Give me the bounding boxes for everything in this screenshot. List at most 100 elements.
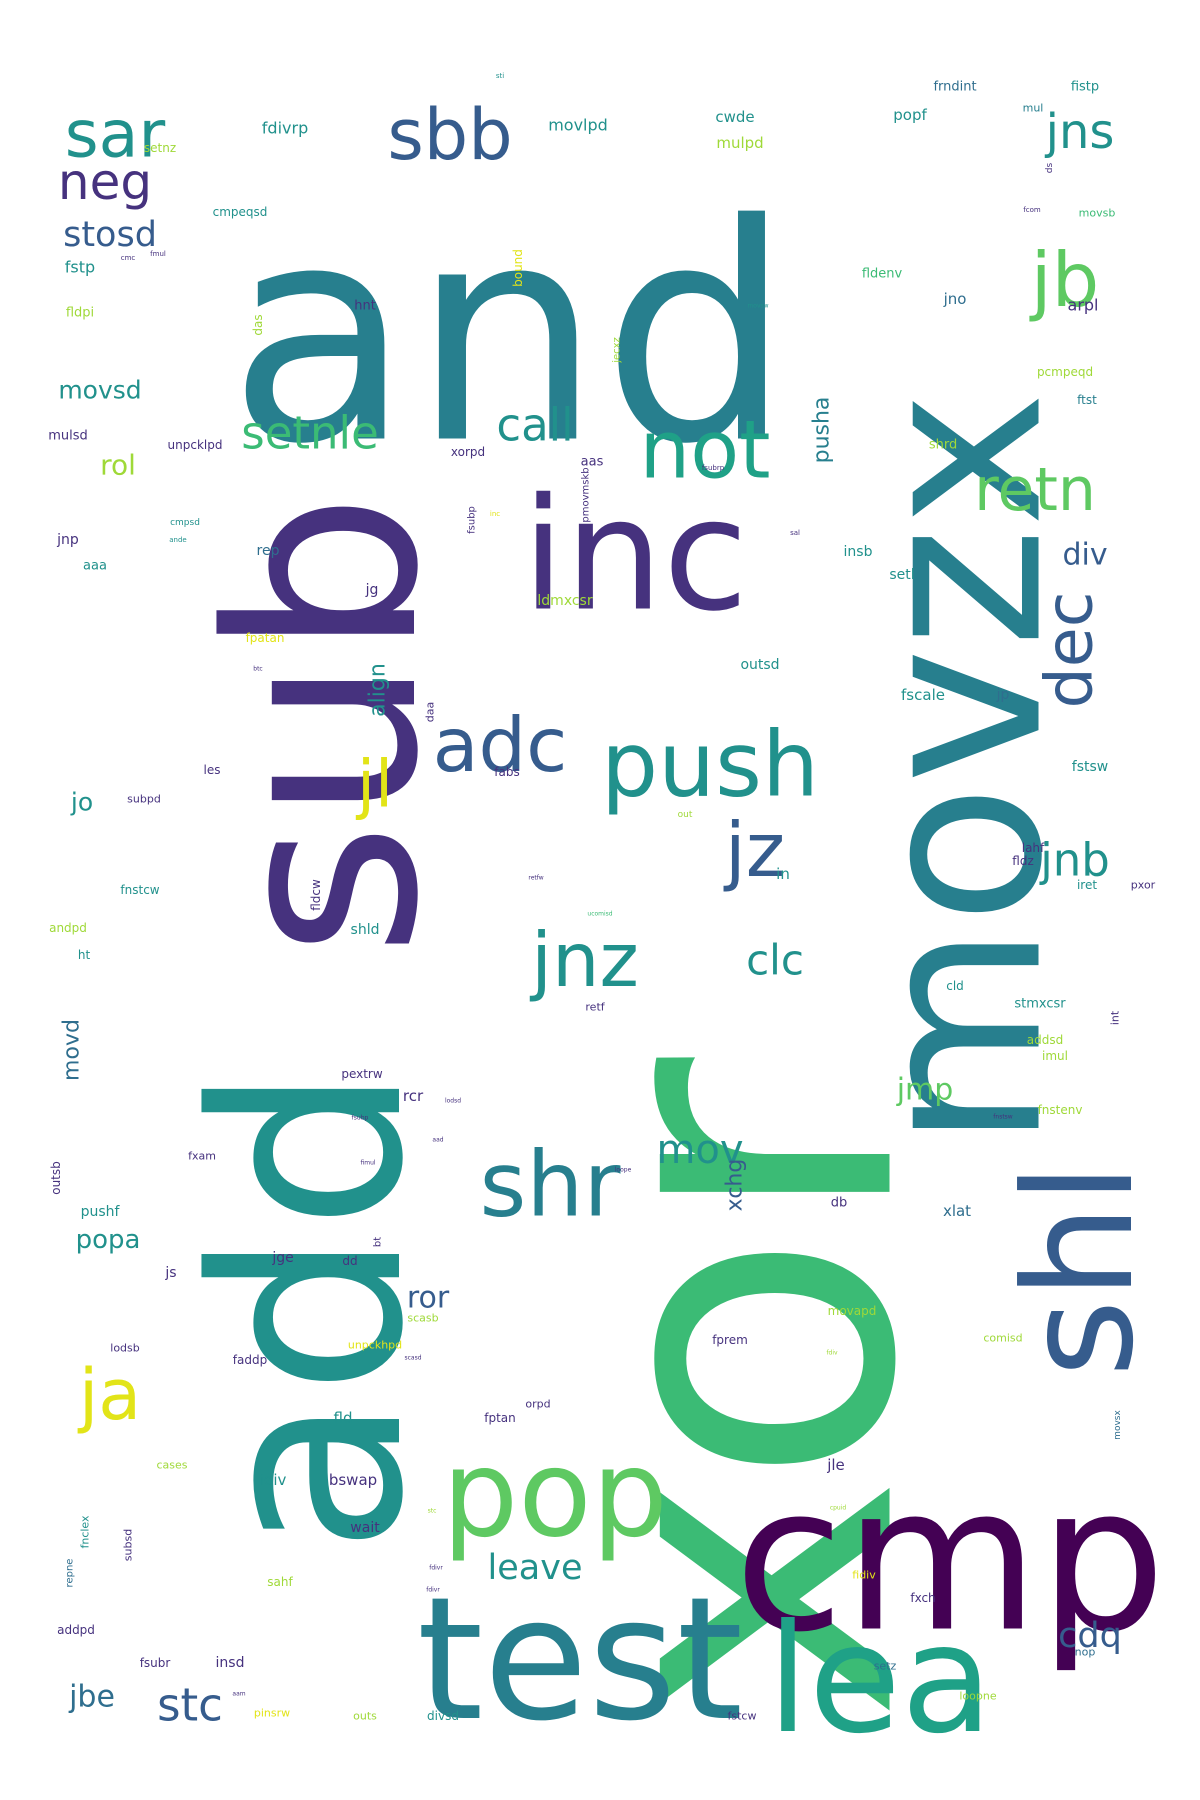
- word-wait: wait: [350, 1520, 380, 1536]
- word-shr: shr: [480, 1133, 621, 1238]
- word-sar: sar: [65, 98, 166, 173]
- word-nop: nop: [1075, 1646, 1096, 1659]
- word-lodsb: lodsb: [110, 1342, 139, 1355]
- word-in: in: [776, 865, 790, 883]
- word-js: js: [164, 1265, 176, 1281]
- word-shl: shl: [993, 1163, 1167, 1378]
- word-fstp: fstp: [65, 258, 95, 277]
- word-mov: mov: [656, 1127, 743, 1173]
- word-repne: repne: [65, 1559, 76, 1588]
- word-fptan: fptan: [484, 1411, 516, 1425]
- word-popa: popa: [76, 1225, 141, 1255]
- word-loope: loope: [615, 1167, 632, 1174]
- word-cmc: cmc: [121, 254, 136, 262]
- word-movzx: movzx: [827, 391, 1094, 1149]
- word-cdq: cdq: [1058, 1616, 1122, 1656]
- word-pushf: pushf: [81, 1204, 121, 1220]
- word-cpuid: cpuid: [830, 1505, 847, 1512]
- word-cases: cases: [156, 1459, 187, 1472]
- word-movsb: movsb: [1079, 207, 1116, 220]
- word-div: div: [1062, 538, 1107, 573]
- word-ucomisd: ucomisd: [587, 911, 612, 918]
- word-fnstenv: fnstenv: [1038, 1103, 1083, 1117]
- word-movsd: movsd: [58, 376, 141, 405]
- word-fxam: fxam: [188, 1150, 216, 1163]
- word-arpl: arpl: [1068, 296, 1099, 315]
- word-aas: aas: [581, 455, 604, 470]
- word-jz: jz: [723, 806, 785, 894]
- word-pxor: pxor: [1131, 879, 1156, 892]
- word-inc: inc: [522, 465, 749, 646]
- word-jge: jge: [271, 1250, 293, 1266]
- word-sti: sti: [496, 72, 504, 80]
- word-ldmxcsr: ldmxcsr: [537, 593, 592, 609]
- word-jecxz: jecxz: [612, 337, 623, 364]
- word-fprem: fprem: [712, 1333, 748, 1347]
- word-movapd: movapd: [828, 1304, 877, 1318]
- word-fsubp: fsubp: [352, 1115, 369, 1122]
- word-jbe: jbe: [68, 1680, 115, 1715]
- word-daa: daa: [424, 702, 437, 722]
- word-cmpeqsd: cmpeqsd: [213, 205, 268, 219]
- word-outsd: outsd: [740, 657, 779, 673]
- word-ror: ror: [407, 1281, 450, 1316]
- word-stc: stc: [428, 1508, 437, 1515]
- word-call: call: [496, 399, 573, 452]
- word-jno: jno: [943, 290, 967, 308]
- word-pmovmskb: pmovmskb: [581, 467, 592, 522]
- word-hnt: hnt: [354, 299, 376, 314]
- word-btc: btc: [253, 666, 262, 673]
- word-leave: leave: [488, 1548, 583, 1588]
- word-sub: sub: [174, 492, 476, 957]
- word-fabs: fabs: [494, 765, 519, 779]
- word-cmp: cmp: [734, 1444, 1166, 1677]
- word-fsubp: fsubp: [467, 506, 478, 534]
- word-out: out: [678, 810, 693, 820]
- word-retn: retn: [974, 455, 1096, 525]
- word-rol: rol: [100, 449, 136, 482]
- word-fstsw: fstsw: [1072, 759, 1108, 775]
- word-scasd: scasd: [404, 1355, 421, 1362]
- word-fldpi: fldpi: [66, 306, 94, 321]
- word-pinsrw: pinsrw: [254, 1707, 290, 1720]
- word-ja: ja: [77, 1354, 141, 1436]
- word-int: int: [1109, 1010, 1122, 1025]
- word-pusha: pusha: [810, 397, 835, 464]
- word-bswap: bswap: [329, 1471, 377, 1489]
- word-fldz: fldz: [1012, 854, 1033, 868]
- word-insd: insd: [216, 1655, 245, 1671]
- word-fnclex: fnclex: [79, 1515, 92, 1549]
- word-xlat: xlat: [943, 1202, 971, 1220]
- word-addsd: addsd: [1027, 1033, 1063, 1047]
- word-retf: retf: [585, 1001, 605, 1014]
- word-jle: jle: [826, 1456, 845, 1474]
- word-lahf: lahf: [1022, 841, 1045, 855]
- word-movsx: movsx: [1113, 1410, 1123, 1440]
- word-fdivrp: fdivrp: [262, 119, 308, 138]
- word-das: das: [251, 314, 265, 335]
- word-jnb: jnb: [1039, 834, 1110, 887]
- word-mulpd: mulpd: [716, 134, 763, 152]
- word-inc: inc: [490, 510, 500, 518]
- word-fdivr: fdivr: [426, 1587, 440, 1594]
- word-movd: movd: [60, 1019, 85, 1081]
- word-setz: setz: [874, 1660, 897, 1673]
- word-sbb: sbb: [387, 94, 512, 176]
- word-rcr: rcr: [403, 1087, 424, 1105]
- word-setl: setl: [889, 567, 914, 583]
- word-popf: popf: [893, 106, 927, 124]
- word-insb: insb: [844, 544, 873, 560]
- word-fldenv: fldenv: [862, 267, 903, 282]
- word-rep: rep: [257, 543, 280, 559]
- word-jnz: jnz: [529, 916, 639, 1004]
- word-fldcw: fldcw: [309, 879, 323, 911]
- word-ds: ds: [1045, 162, 1055, 173]
- word-jp: jp: [996, 687, 1010, 703]
- word-add: add: [159, 1065, 461, 1554]
- word-adc: adc: [433, 701, 568, 789]
- word-unpckhpd: unpckhpd: [348, 1339, 402, 1352]
- word-lea: lea: [767, 1593, 993, 1767]
- word-dec: dec: [1033, 592, 1108, 709]
- word-comisd: comisd: [983, 1332, 1022, 1345]
